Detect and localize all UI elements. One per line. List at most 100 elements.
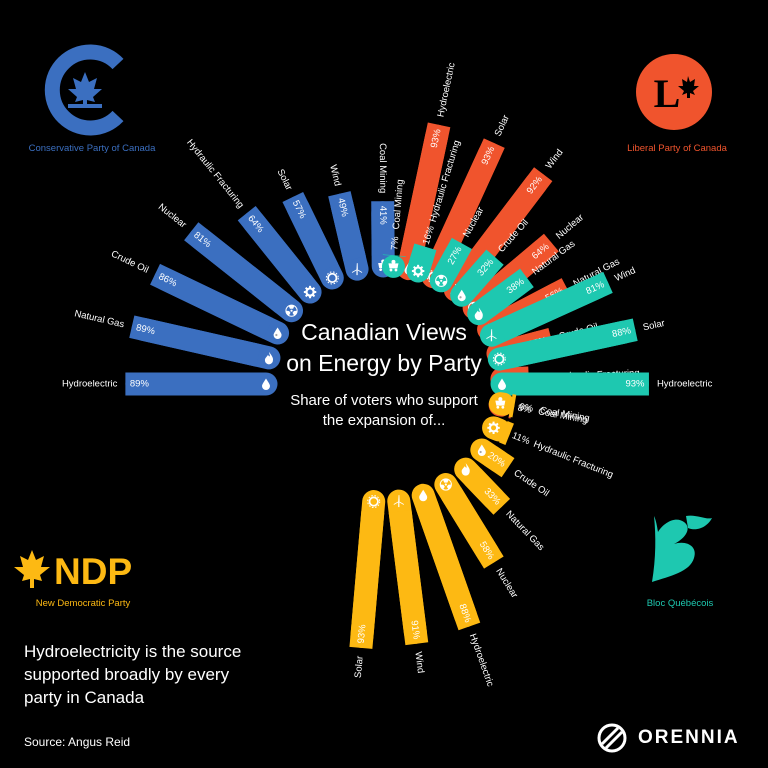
bar-outer xyxy=(415,501,481,631)
bar-icon xyxy=(495,397,506,409)
water-drop-icon xyxy=(498,378,506,390)
radiation-icon xyxy=(435,274,448,287)
category-label-wrap: Nuclear xyxy=(554,212,586,242)
ndp-logo-text: NDP xyxy=(54,551,132,592)
category-label: Hydraulic Fracturing xyxy=(532,439,615,481)
bar-icon xyxy=(303,285,317,299)
bar-outer xyxy=(388,510,429,646)
bar-outer xyxy=(512,372,649,396)
brand-logo: ORENNIA xyxy=(596,722,740,754)
bar-group: 81%Wind xyxy=(479,265,637,347)
bar-group: 58%Nuclear xyxy=(434,473,520,600)
brand-name: ORENNIA xyxy=(638,727,740,748)
bar-icon xyxy=(273,327,282,340)
radiation-icon xyxy=(439,478,452,491)
bar-icon xyxy=(411,264,425,278)
oil-drop-icon xyxy=(273,327,282,340)
category-label-wrap: Solar xyxy=(275,167,295,192)
orennia-mark-icon xyxy=(597,723,627,753)
bar-icon xyxy=(457,289,466,302)
value-label: 11% xyxy=(510,430,532,447)
category-label-wrap: Solar xyxy=(642,318,666,333)
category-label-wrap: Nuclear xyxy=(493,566,520,600)
category-label: Hydroelectric xyxy=(467,632,496,688)
bar-outer xyxy=(399,122,451,261)
value-label-wrap: 91% xyxy=(408,620,421,641)
bar-icon xyxy=(492,352,506,366)
bar-icon xyxy=(498,378,506,390)
value-label: 93% xyxy=(625,379,645,390)
category-label: Nuclear xyxy=(493,566,520,600)
category-label: Hydroelectric xyxy=(657,379,713,390)
value-label-wrap: 16% xyxy=(421,224,437,246)
subtitle-line-1: Share of voters who support xyxy=(290,392,478,409)
oil-drop-icon xyxy=(477,444,486,456)
bar-outer xyxy=(371,201,395,256)
value-label-wrap: 9% xyxy=(519,401,535,414)
category-label: Hydroelectric xyxy=(435,61,457,118)
category-label-wrap: Wind xyxy=(544,147,566,171)
category-label-wrap: Wind xyxy=(327,164,343,188)
value-label: 88% xyxy=(611,325,632,340)
chart-subtitle: Share of voters who support the expansio… xyxy=(274,391,494,431)
wind-turbine-icon xyxy=(393,495,404,508)
bar-outer xyxy=(184,222,291,314)
value-label-wrap: 11% xyxy=(510,430,532,447)
source-label: Source: Angus Reid xyxy=(24,735,131,749)
bloc-logo xyxy=(652,515,712,582)
mine-cart-icon xyxy=(388,259,399,272)
value-label: 7% xyxy=(389,236,401,251)
bar-icon xyxy=(474,307,483,321)
category-label-wrap: Solar xyxy=(353,655,366,678)
category-label: Wind xyxy=(327,164,343,188)
conservative-logo xyxy=(44,44,124,136)
category-label: Solar xyxy=(353,655,366,678)
water-drop-icon xyxy=(262,378,270,390)
category-label-wrap: Hydraulic Fracturing xyxy=(184,137,246,210)
category-label-wrap: Natural Gas xyxy=(73,308,125,330)
category-label-wrap: Hydroelectric xyxy=(657,379,713,390)
category-label-wrap: Solar xyxy=(493,113,512,138)
oil-drop-icon xyxy=(457,289,466,302)
category-label: Crude Oil xyxy=(512,468,551,500)
bar-icon xyxy=(264,351,274,365)
value-label-wrap: 41% xyxy=(377,206,388,226)
takeaway-note: Hydroelectricity is the source supported… xyxy=(24,642,242,707)
category-label: Coal Mining xyxy=(377,143,388,193)
bar-outer xyxy=(499,421,514,445)
bar-outer xyxy=(129,315,262,367)
bar-outer xyxy=(508,394,517,418)
ndp-party-name: New Democratic Party xyxy=(35,598,131,609)
category-label-wrap: Hydroelectric xyxy=(467,632,496,688)
gear-icon xyxy=(303,285,317,299)
bar-icon xyxy=(461,463,470,476)
category-label: Hydroelectric xyxy=(62,379,118,390)
sun-icon xyxy=(367,495,381,509)
category-label: Nuclear xyxy=(554,212,586,242)
category-label-wrap: Hydroelectric xyxy=(62,379,118,390)
category-label: Crude Oil xyxy=(109,249,150,276)
value-label-wrap: 8% xyxy=(517,403,533,416)
bar-icon xyxy=(351,263,363,276)
value-label: 93% xyxy=(356,623,369,643)
category-label: Solar xyxy=(642,318,666,333)
bar-outer xyxy=(452,167,553,289)
liberal-party-name: Liberal Party of Canada xyxy=(627,143,727,154)
category-label: Natural Gas xyxy=(73,308,125,330)
bar-icon xyxy=(388,259,399,272)
water-drop-icon xyxy=(419,489,428,502)
bar-outer xyxy=(282,191,339,274)
bar-outer xyxy=(464,468,511,515)
bar-group: 88% Solar xyxy=(487,318,666,371)
bar-icon xyxy=(262,378,270,390)
value-label-wrap: 89% xyxy=(135,322,157,337)
bar-icon xyxy=(367,495,381,509)
sun-icon xyxy=(492,352,506,366)
category-label-wrap: Coal Mining xyxy=(377,143,388,193)
bar-group: 49% Wind xyxy=(327,164,369,281)
bar-icon xyxy=(419,489,428,502)
gear-icon xyxy=(487,421,500,435)
bar-icon xyxy=(393,495,404,508)
bar-outer xyxy=(427,138,505,272)
